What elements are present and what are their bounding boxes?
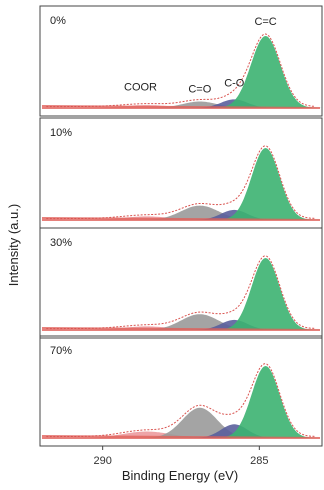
baseline: [42, 327, 320, 331]
panel-label: 70%: [50, 345, 72, 357]
c-c-peak: [166, 148, 322, 220]
panel-3: 30%: [39, 227, 323, 339]
c-eq-o-peak: [77, 407, 322, 438]
envelope-line: [46, 363, 315, 438]
panel-1: 0% COOR C=O C-O C=C: [39, 5, 323, 117]
peak-label: C-O: [224, 78, 245, 90]
c-eq-o-peak: [68, 314, 322, 330]
x-tick-label: 290: [93, 455, 111, 467]
c-o-peak: [140, 319, 322, 330]
c-eq-o-peak: [77, 101, 322, 108]
panel-frame: [39, 335, 323, 447]
c-o-peak: [140, 209, 322, 220]
c-o-peak: [140, 424, 322, 438]
peak-label: COOR: [124, 82, 157, 94]
panel-2: 10%: [39, 117, 323, 229]
x-axis: 290 285: [93, 446, 269, 467]
envelope-line: [46, 145, 315, 220]
panel-label: 30%: [50, 237, 72, 249]
x-tick-label: 285: [250, 455, 268, 467]
panel-label: 0%: [50, 15, 66, 27]
baseline: [42, 435, 320, 439]
c-eq-o-peak: [68, 205, 322, 220]
envelope-line: [46, 33, 315, 108]
peak-label: C=O: [188, 84, 211, 96]
c-c-peak: [166, 258, 322, 330]
panel-4: 70%: [39, 335, 323, 447]
panel-frame: [39, 5, 323, 117]
x-axis-label: Binding Energy (eV): [122, 468, 238, 483]
panel-label: 10%: [50, 127, 72, 139]
c-c-peak: [162, 36, 322, 108]
envelope-line: [46, 255, 315, 330]
panels-layer: 0% COOR C=O C-O C=C 10% 30% 70%: [39, 5, 323, 447]
panel-frame: [39, 227, 323, 339]
baseline: [42, 217, 320, 221]
baseline: [42, 105, 320, 109]
y-axis-label: Intensity (a.u.): [6, 204, 21, 286]
peak-label: C=C: [254, 16, 276, 28]
c-c-peak: [166, 366, 322, 438]
